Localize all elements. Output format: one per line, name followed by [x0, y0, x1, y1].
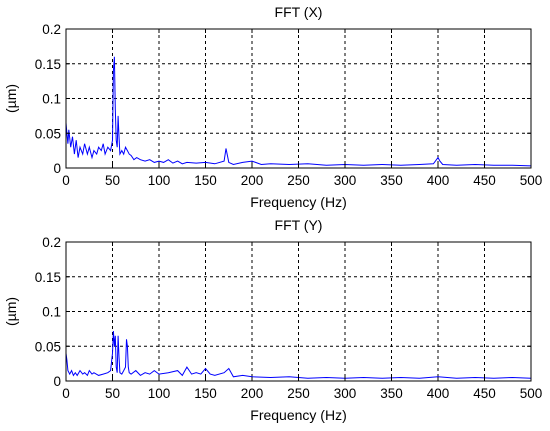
x-tick-label: 200: [241, 386, 264, 401]
x-tick-label: 500: [520, 173, 543, 188]
y-tick-label: 0.05: [35, 339, 61, 354]
chart-title: FFT (Y): [275, 217, 323, 233]
x-tick-label: 50: [105, 173, 120, 188]
x-axis-label: Frequency (Hz): [250, 194, 346, 210]
x-tick-label: 300: [334, 173, 357, 188]
x-axis-label: Frequency (Hz): [250, 407, 346, 423]
y-tick-label: 0.2: [42, 22, 61, 37]
grid-lines: [66, 29, 531, 168]
y-tick-label: 0.2: [42, 235, 61, 250]
grid-lines: [66, 242, 531, 381]
y-tick-label: 0: [53, 374, 61, 389]
x-tick-label: 400: [427, 386, 450, 401]
x-tick-label: 400: [427, 173, 450, 188]
x-tick-label: 450: [473, 173, 496, 188]
y-tick-label: 0.15: [35, 270, 61, 285]
x-tick-label: 350: [380, 173, 403, 188]
x-tick-label: 150: [194, 173, 217, 188]
chart-panel-2: FFT (Y) 0 50 100 150 200 250 300 350 400 450 500 0 0.…: [3, 217, 542, 423]
x-tick-label: 100: [148, 173, 171, 188]
x-tick-label: 300: [334, 386, 357, 401]
x-tick-label: 200: [241, 173, 264, 188]
x-tick-label: 50: [105, 386, 120, 401]
y-axis-label: (µm): [3, 297, 19, 326]
x-tick-label: 450: [473, 386, 496, 401]
chart-title: FFT (X): [275, 4, 323, 20]
chart-panel-1: FFT (X) 0 50 100 150 200 250 300 350 400 450 500 0 0.…: [3, 4, 542, 210]
y-tick-label: 0.15: [35, 57, 61, 72]
y-tick-label: 0.05: [35, 126, 61, 141]
x-tick-label: 100: [148, 386, 171, 401]
x-tick-label: 150: [194, 386, 217, 401]
x-tick-label: 0: [62, 386, 70, 401]
x-tick-label: 500: [520, 386, 543, 401]
y-tick-label: 0.1: [42, 305, 61, 320]
y-axis-label: (µm): [3, 84, 19, 113]
x-tick-label: 250: [287, 386, 310, 401]
fft-series-line: [65, 330, 532, 379]
y-tick-label: 0: [53, 161, 61, 176]
x-tick-label: 350: [380, 386, 403, 401]
x-tick-label: 0: [62, 173, 70, 188]
x-tick-label: 250: [287, 173, 310, 188]
y-tick-label: 0.1: [42, 92, 61, 107]
